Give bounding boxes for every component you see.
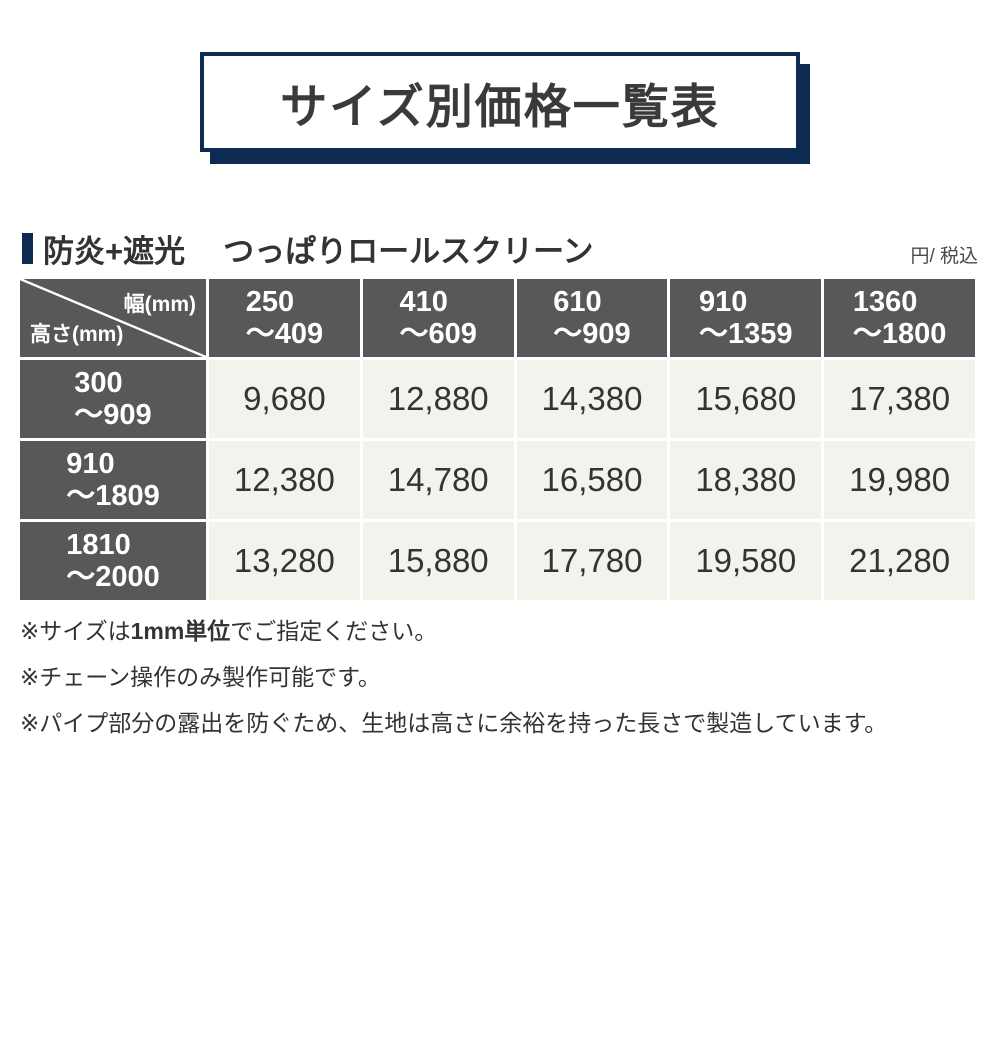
price-cell: 14,380 bbox=[516, 360, 668, 438]
row-range-to: 〜909 bbox=[74, 399, 152, 431]
row-header: 300 〜909 bbox=[20, 360, 206, 438]
section-heading: 防炎+遮光 つっぱりロールスクリーン 円/ 税込 bbox=[22, 226, 978, 271]
column-header: 1360 〜1800 bbox=[824, 279, 975, 357]
col-range-to: 〜1800 bbox=[852, 318, 947, 350]
note-chain-operation: ※チェーン操作のみ製作可能です。 bbox=[20, 664, 381, 691]
row-range-to: 〜2000 bbox=[66, 561, 160, 593]
price-cell: 17,780 bbox=[516, 522, 668, 600]
column-header: 410 〜609 bbox=[362, 279, 514, 357]
row-range-to: 〜1809 bbox=[66, 480, 160, 512]
page-title: サイズ別価格一覧表 bbox=[280, 79, 720, 133]
price-cell: 19,580 bbox=[670, 522, 822, 600]
corner-width-label: 幅(mm) bbox=[123, 293, 196, 316]
price-cell: 12,880 bbox=[362, 360, 514, 438]
note-size-unit: ※サイズは1mm単位でご指定ください。 bbox=[20, 616, 982, 647]
col-range-to: 〜1359 bbox=[699, 318, 793, 350]
col-range-from: 610 bbox=[553, 285, 602, 318]
note-pipe-exposure: ※パイプ部分の露出を防ぐため、生地は高さに余裕を持った長さで製造しています。 bbox=[20, 710, 888, 737]
note-text: でご指定ください。 bbox=[230, 618, 438, 644]
page: サイズ別価格一覧表 防炎+遮光 つっぱりロールスクリーン 円/ 税込 幅(mm)… bbox=[0, 52, 1000, 1052]
col-range-to: 〜909 bbox=[553, 318, 631, 350]
col-range-to: 〜609 bbox=[399, 318, 477, 350]
price-unit-note: 円/ 税込 bbox=[910, 246, 978, 267]
title-banner: サイズ別価格一覧表 bbox=[200, 52, 800, 152]
price-cell: 18,380 bbox=[670, 441, 822, 519]
diagonal-divider bbox=[20, 279, 206, 357]
price-cell: 9,680 bbox=[209, 360, 360, 438]
price-cell: 21,280 bbox=[824, 522, 975, 600]
row-header: 910 〜1809 bbox=[20, 441, 206, 519]
column-header: 250 〜409 bbox=[209, 279, 360, 357]
col-range-from: 250 bbox=[245, 285, 295, 318]
row-range-from: 300 bbox=[74, 366, 123, 399]
column-header: 610 〜909 bbox=[516, 279, 668, 357]
col-range-to: 〜409 bbox=[245, 318, 324, 350]
heading-product: つっぱりロールスクリーン bbox=[223, 234, 594, 269]
price-table: 幅(mm) 高さ(mm) 250 〜409 410 〜609 610 〜909 910… bbox=[20, 279, 975, 600]
col-range-from: 410 bbox=[399, 285, 448, 318]
price-cell: 13,280 bbox=[209, 522, 360, 600]
price-cell: 12,380 bbox=[209, 441, 360, 519]
table-corner-cell: 幅(mm) 高さ(mm) bbox=[20, 279, 206, 357]
heading-category: 防炎+遮光 bbox=[43, 234, 186, 269]
corner-height-label: 高さ(mm) bbox=[30, 323, 124, 346]
price-cell: 14,780 bbox=[362, 441, 514, 519]
price-cell: 15,880 bbox=[362, 522, 514, 600]
price-cell: 19,980 bbox=[824, 441, 975, 519]
note-text: ※サイズは bbox=[20, 618, 131, 644]
price-cell: 17,380 bbox=[824, 360, 975, 438]
row-range-from: 910 bbox=[66, 447, 115, 480]
row-range-from: 1810 bbox=[66, 528, 131, 561]
note-bold-text: 1mm単位 bbox=[130, 618, 231, 644]
col-range-from: 1360 bbox=[852, 285, 918, 318]
heading-accent-bar bbox=[22, 233, 33, 264]
price-cell: 15,680 bbox=[670, 360, 822, 438]
col-range-from: 910 bbox=[699, 285, 748, 318]
column-header: 910 〜1359 bbox=[670, 279, 822, 357]
price-cell: 16,580 bbox=[516, 441, 668, 519]
footnotes: ※サイズは1mm単位でご指定ください。 ※チェーン操作のみ製作可能です。 ※パイ… bbox=[20, 616, 982, 739]
row-header: 1810 〜2000 bbox=[20, 522, 206, 600]
